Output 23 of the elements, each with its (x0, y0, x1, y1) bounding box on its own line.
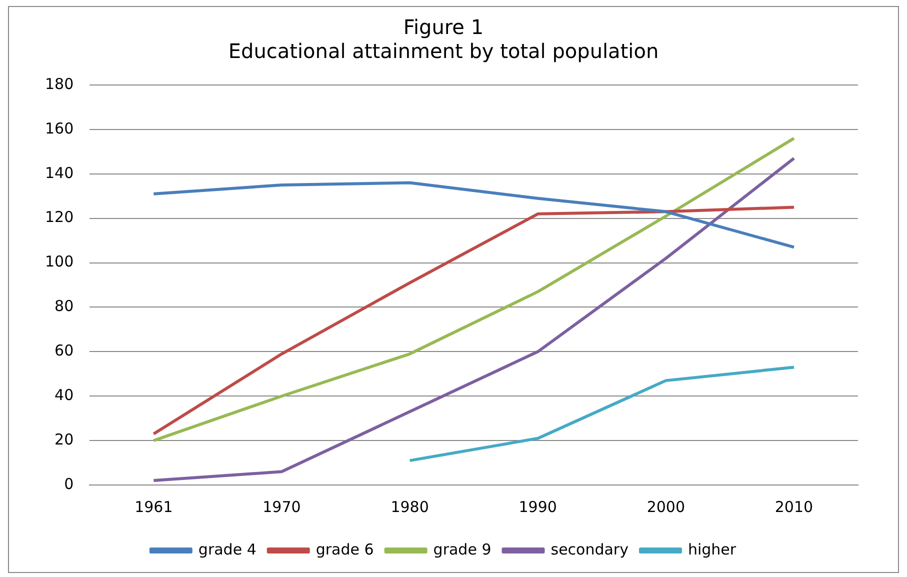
y-tick-label: 160 (44, 119, 74, 138)
x-tick-label: 2010 (774, 498, 814, 516)
legend-label: higher (688, 540, 737, 558)
chart-subtitle: Educational attainment by total population (228, 39, 659, 64)
legend-label: grade 4 (198, 540, 256, 558)
x-tick-label: 2000 (646, 498, 685, 516)
y-tick-label: 60 (54, 342, 74, 360)
y-tick-label: 120 (44, 208, 74, 226)
x-tick-label: 1961 (134, 498, 173, 516)
y-tick-label: 40 (54, 386, 74, 404)
chart-title: Figure 1 (403, 15, 484, 40)
legend-label: grade 6 (316, 540, 374, 558)
x-tick-label: 1980 (390, 498, 429, 516)
y-tick-label: 140 (44, 164, 74, 182)
y-tick-label: 100 (44, 252, 74, 271)
y-tick-label: 0 (64, 474, 74, 493)
legend-label: secondary (550, 540, 629, 558)
x-tick-label: 1970 (262, 498, 301, 516)
x-tick-label: 1990 (518, 498, 557, 516)
y-tick-label: 20 (54, 430, 74, 448)
legend-label: grade 9 (433, 540, 492, 558)
y-tick-label: 180 (44, 74, 74, 93)
y-tick-label: 80 (54, 297, 74, 316)
